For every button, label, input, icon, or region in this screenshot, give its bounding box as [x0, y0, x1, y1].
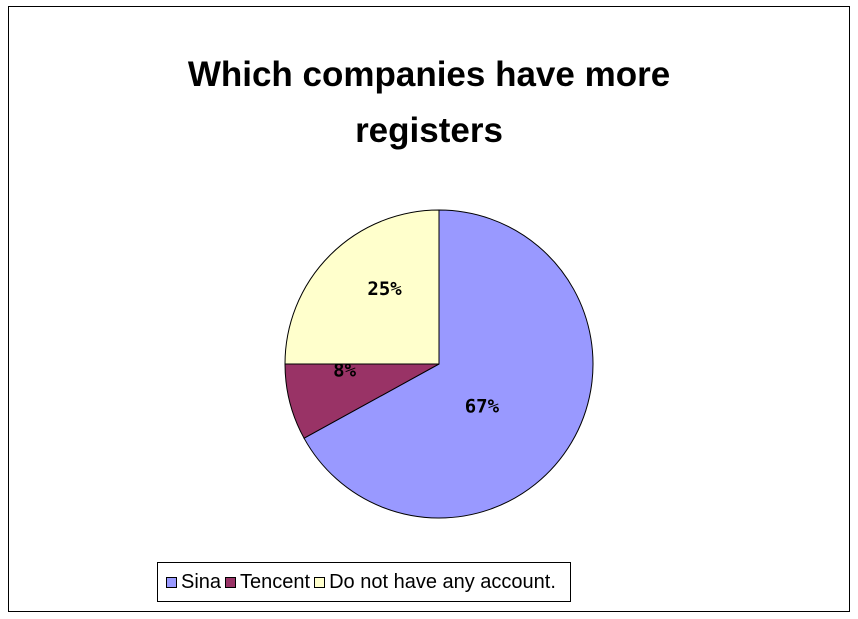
legend-label: Tencent	[240, 570, 311, 593]
legend-item: Sina	[166, 571, 221, 594]
legend-swatch	[314, 576, 326, 588]
chart-legend: Sina Tencent Do not have any account.	[157, 562, 571, 602]
chart-title-line-2: registers	[355, 111, 503, 150]
pie-slice-label: 67%	[465, 396, 500, 418]
legend-item: Tencent	[225, 571, 310, 594]
chart-title-line-1: Which companies have more	[187, 55, 671, 94]
pie-slice-sina	[303, 209, 594, 519]
legend-item: Do not have any account.	[314, 571, 556, 594]
pie-slice-label: 25%	[367, 278, 402, 300]
legend-label: Sina	[181, 570, 222, 593]
legend-swatch	[166, 576, 177, 588]
pie-slice-label: 8%	[333, 359, 356, 381]
pie-slice-do-not-have-any-account	[284, 209, 440, 365]
legend-swatch	[225, 576, 237, 588]
chart-title: Which companies have more registers	[9, 47, 849, 159]
legend-label: Do not have any account.	[329, 570, 556, 593]
